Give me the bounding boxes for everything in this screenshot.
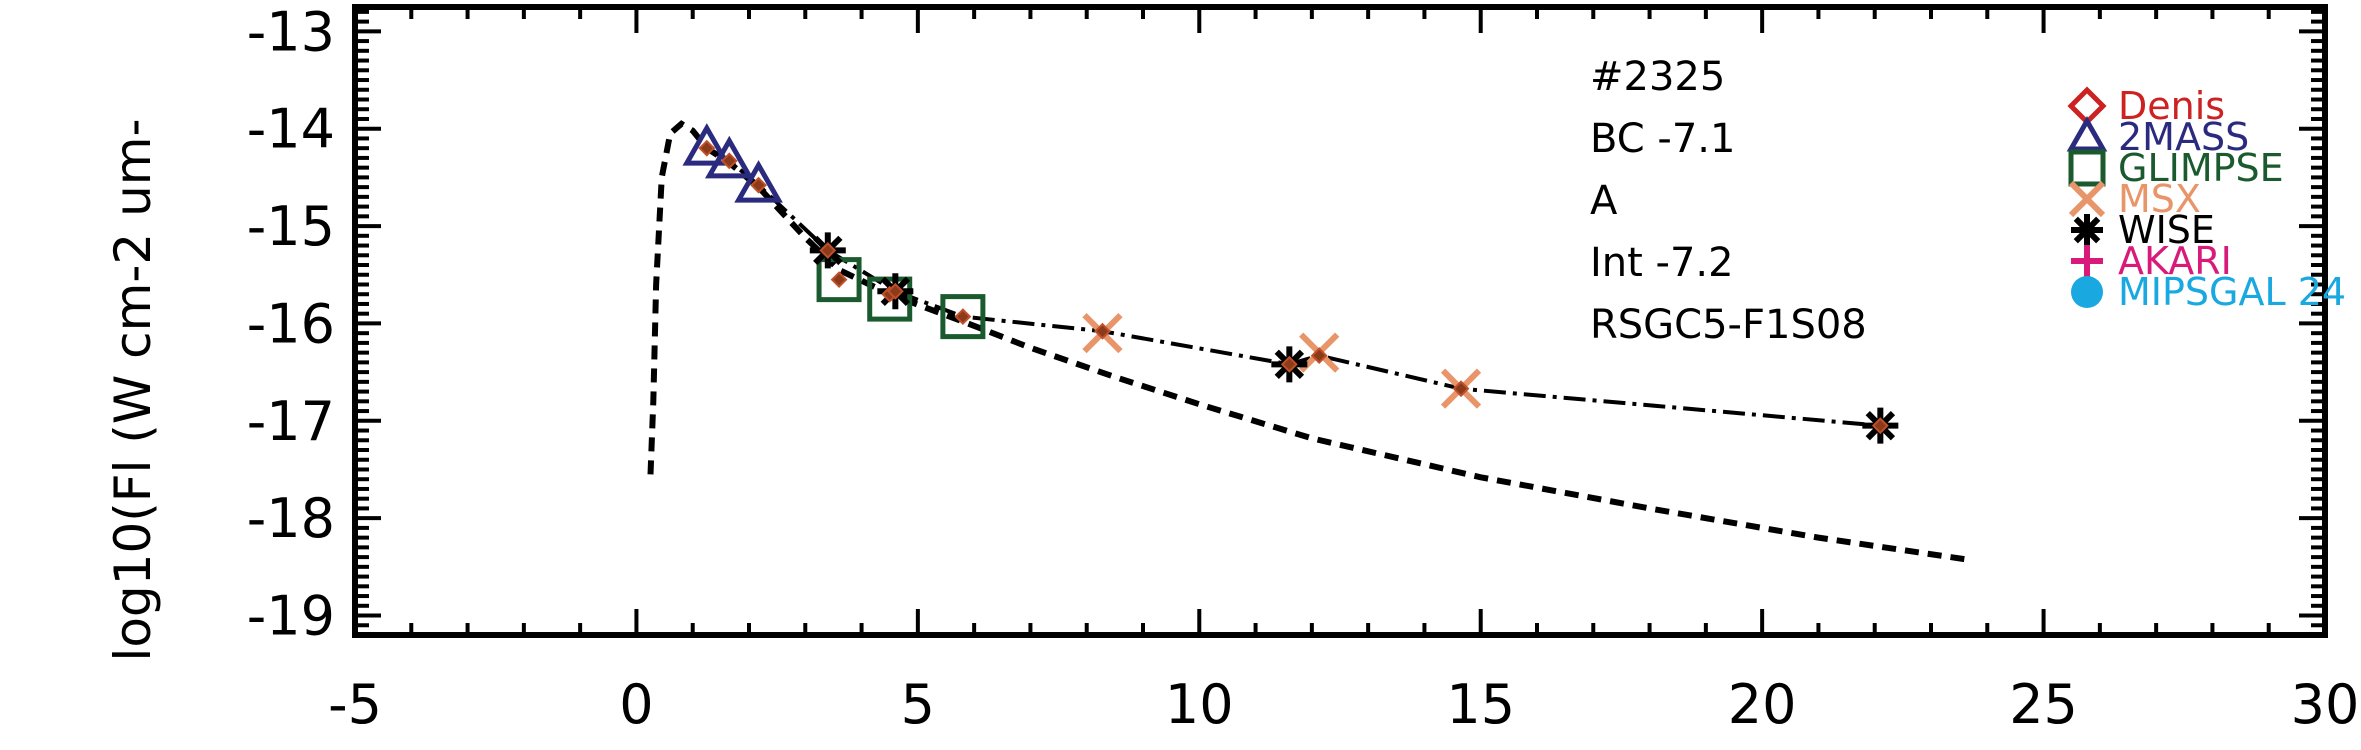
- annotation-text: #2325: [1590, 54, 1725, 100]
- x-tick-label: 15: [1446, 673, 1515, 736]
- model-point: [886, 282, 904, 300]
- model-point: [1280, 355, 1298, 373]
- model-sed-curve: [647, 120, 1971, 563]
- data-markers: [682, 123, 1899, 444]
- plot-frame: [352, 4, 2328, 638]
- annotation-text: A: [1590, 178, 1618, 224]
- legend-marker-asterisk: [2071, 214, 2103, 246]
- model-point: [819, 241, 837, 259]
- observed-sed-curve: [705, 146, 1881, 428]
- x-tick-label: 0: [619, 673, 653, 736]
- annotation-text: RSGC5-F1S08: [1590, 302, 1867, 348]
- annotations: #2325 BC -7.1 A Int -7.2 RSGC5-F1S08: [1590, 54, 1867, 348]
- y-tick-label: -13: [247, 0, 335, 63]
- legend-marker-square: [2068, 149, 2106, 187]
- legend-marker-triangle: [2066, 115, 2108, 152]
- y-tick-label: -18: [247, 487, 335, 550]
- legend-marker-cross: [2068, 180, 2106, 218]
- legend-label: MSX: [2118, 177, 2201, 221]
- model-point: [954, 308, 972, 326]
- annotation-text: Int -7.2: [1590, 240, 1734, 286]
- x-tick-label: 25: [2009, 673, 2078, 736]
- 2mass-point: [704, 135, 754, 179]
- 2mass-point: [682, 123, 732, 166]
- tick-labels: -5 0 5 10 15 20 25 30 -13 -14 -15 -16 -17 -18 -19: [247, 0, 2360, 736]
- model-point: [830, 271, 848, 289]
- legend-label: MIPSGAL 24: [2118, 270, 2346, 314]
- legend-marker-plus: [2071, 245, 2103, 277]
- y-tick-label: -16: [247, 292, 335, 355]
- x-tick-label: 5: [901, 673, 935, 736]
- model-point: [750, 176, 767, 194]
- legend-label: AKARI: [2118, 239, 2232, 283]
- model-point: [698, 139, 716, 157]
- x-tick-label: 30: [2291, 673, 2360, 736]
- glimpse-point: [867, 276, 913, 322]
- y-tick-label: -15: [247, 195, 335, 258]
- annotation-text: BC -7.1: [1590, 116, 1735, 162]
- y-tick-label: -19: [247, 585, 335, 648]
- x-tick-label: 20: [1728, 673, 1797, 736]
- y-tick-label: -14: [247, 98, 335, 161]
- glimpse-point: [940, 294, 986, 340]
- model-point: [720, 152, 738, 170]
- axis-ticks: [353, 7, 2327, 637]
- legend-label: 2MASS: [2118, 115, 2249, 159]
- plot-border: [352, 4, 2328, 638]
- y-axis-label: log10(Fl (W cm-2 um-: [104, 118, 162, 661]
- model-point: [1310, 347, 1328, 364]
- model-point: [1094, 322, 1111, 340]
- 2mass-point: [734, 160, 783, 203]
- legend-label: Denis: [2118, 84, 2225, 128]
- x-tick-label: 10: [1165, 673, 1234, 736]
- model-point: [1452, 380, 1470, 398]
- x-tick-label: -5: [328, 673, 382, 736]
- legend-marker-circle: [2071, 276, 2103, 308]
- model-point: [1871, 417, 1889, 435]
- y-tick-label: -17: [247, 390, 335, 453]
- legend-label: WISE: [2118, 208, 2215, 252]
- legend-label: GLIMPSE: [2118, 146, 2284, 190]
